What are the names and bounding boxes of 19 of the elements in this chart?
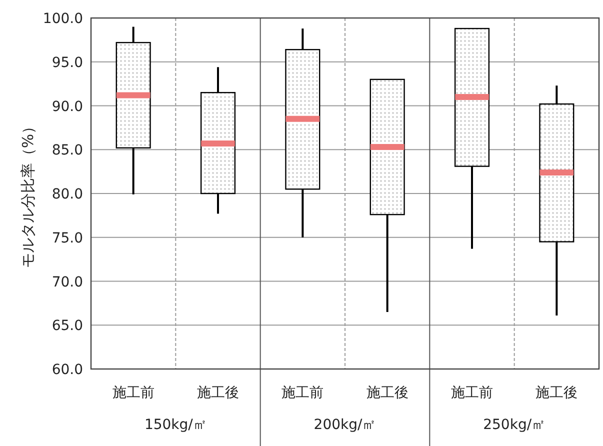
x-tick-label: 施工後	[536, 385, 578, 401]
x-tick-label: 施工後	[197, 385, 239, 401]
y-axis-title: モルタル分比率（%）	[19, 118, 37, 268]
y-tick-label: 100.0	[42, 11, 83, 27]
y-tick-label: 90.0	[52, 98, 83, 115]
text: 200kg/㎡	[314, 417, 376, 433]
x-tick-label: 施工前	[282, 385, 324, 401]
y-tick-label: 70.0	[52, 274, 83, 290]
y-tick-label: 60.0	[52, 362, 83, 378]
y-tick-label: 75.0	[52, 230, 83, 246]
y-tick-label: 65.0	[52, 318, 83, 334]
x-tick-label: 施工後	[366, 385, 408, 401]
text: 250kg/㎡	[483, 417, 546, 433]
text: 150kg/㎡	[144, 417, 207, 433]
y-tick-label: 95.0	[52, 54, 83, 71]
x-tick-label: 施工前	[112, 385, 154, 401]
x-tick-label: 施工前	[451, 385, 493, 401]
y-tick-label: 80.0	[52, 186, 83, 202]
y-tick-label: 85.0	[52, 142, 83, 159]
